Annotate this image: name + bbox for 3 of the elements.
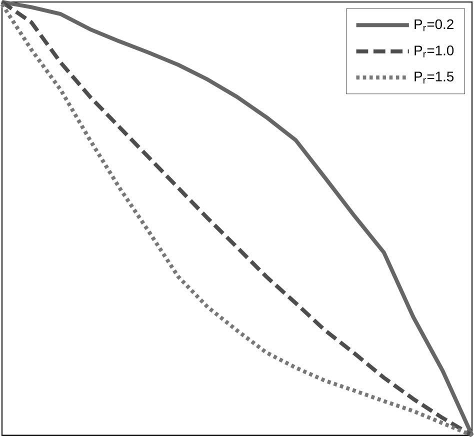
legend-label: P$_{r}$=0.2 [414,19,454,32]
legend-label: P$_{r}$=1.5 [414,72,454,84]
legend-label: P$_{r}$=1.0 [414,45,454,58]
